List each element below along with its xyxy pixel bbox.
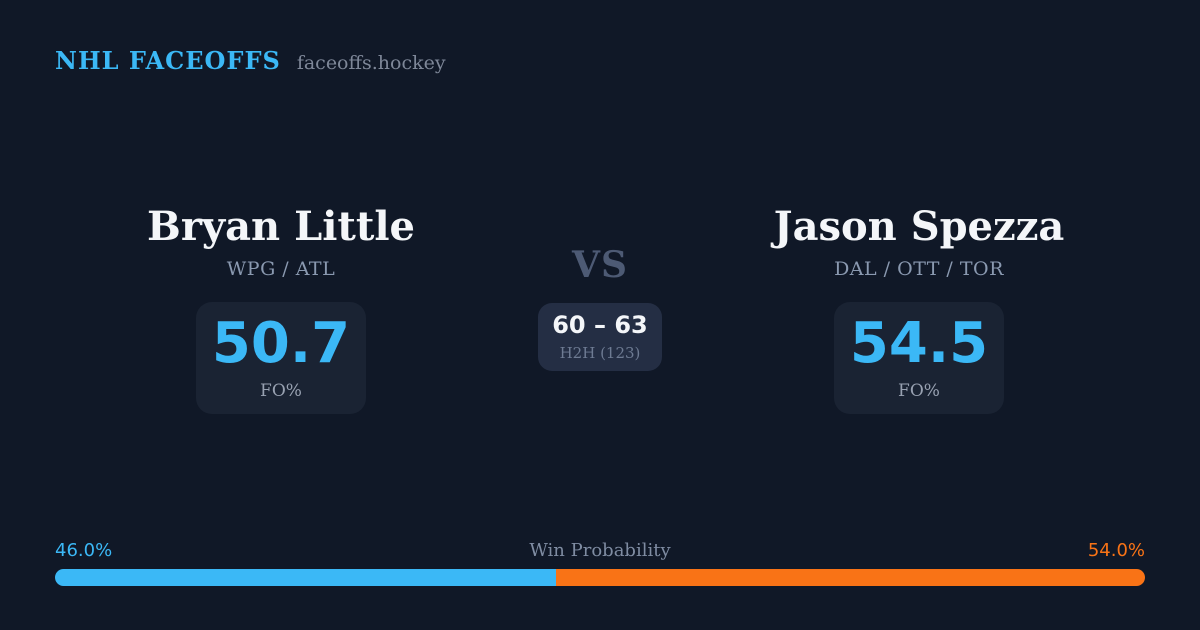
win-probability-section: 46.0% Win Probability 54.0% (55, 540, 1145, 586)
win-probability-bar-right (556, 569, 1145, 586)
player-right-teams: DAL / OTT / TOR (834, 258, 1004, 280)
h2h-card: 60 – 63 H2H (123) (538, 303, 662, 371)
player-right-name: Jason Spezza (773, 203, 1065, 250)
player-left-column: Bryan Little WPG / ATL 50.7 FO% (96, 205, 466, 414)
center-column: VS 60 – 63 H2H (123) (520, 247, 680, 371)
brand-title: NHL FACEOFFS (55, 46, 281, 75)
header: NHL FACEOFFS faceoffs.hockey (55, 46, 446, 75)
player-left-fo-label: FO% (260, 380, 302, 401)
vs-label: VS (572, 244, 628, 286)
player-left-teams: WPG / ATL (226, 258, 336, 280)
win-probability-right-pct: 54.0% (1087, 540, 1145, 561)
win-probability-labels: 46.0% Win Probability 54.0% (55, 540, 1145, 562)
h2h-label: H2H (123) (559, 343, 641, 362)
site-url: faceoffs.hockey (296, 52, 446, 74)
player-right-fo-label: FO% (898, 380, 940, 401)
player-right-column: Jason Spezza DAL / OTT / TOR 54.5 FO% (734, 205, 1104, 414)
win-probability-bar-left (55, 569, 557, 586)
win-probability-left-pct: 46.0% (55, 540, 113, 561)
player-left-fo-value: 50.7 (211, 310, 351, 376)
h2h-score: 60 – 63 (552, 310, 648, 339)
player-left-fo-card: 50.7 FO% (196, 302, 366, 414)
player-left-name: Bryan Little (147, 203, 415, 250)
win-probability-bar (55, 569, 1145, 586)
player-right-fo-card: 54.5 FO% (834, 302, 1004, 414)
player-right-fo-value: 54.5 (849, 310, 989, 376)
win-probability-title: Win Probability (529, 540, 671, 561)
